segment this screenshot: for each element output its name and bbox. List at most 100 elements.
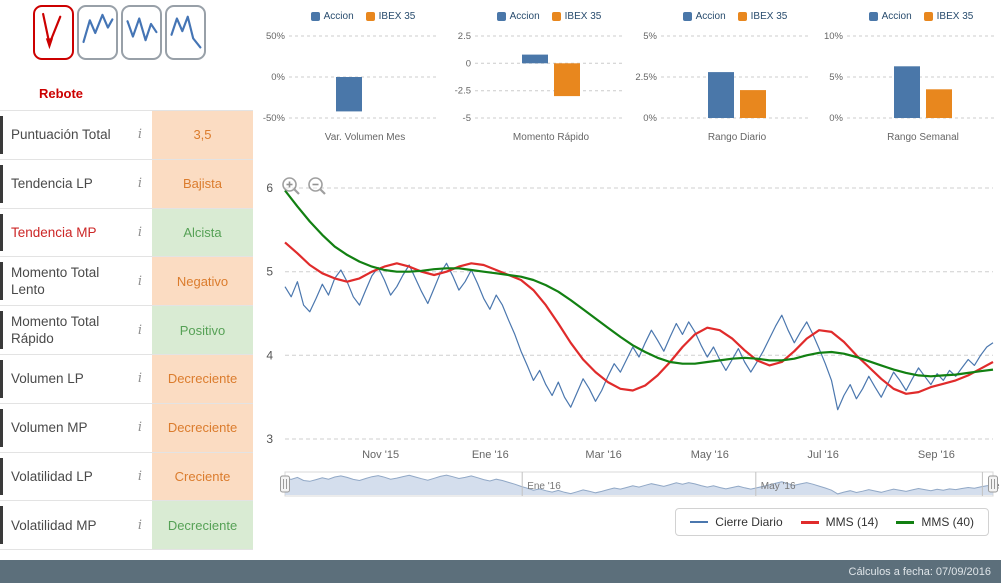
chart-legend: Cierre Diario MMS (14) MMS (40) [675,508,989,536]
svg-text:0: 0 [466,58,471,69]
indicator-value-badge: 3,5 [152,111,253,159]
legend-label: IBEX 35 [564,10,602,22]
legend-label: MMS (14) [825,515,879,529]
mini-charts-row: Accion IBEX 35 50% 0% -50% Var. Volumen Mes Ac… [255,2,1001,150]
legend-item-mms-40-[interactable]: MMS (40) [896,515,974,529]
indicator-label: Momento Total Lento [11,264,100,298]
indicator-panel: Rebote Puntuación Total i 3,5 Tendencia LP i… [0,0,253,551]
indicator-value-badge: Creciente [152,452,253,501]
indicator-label: Volatilidad MP [11,517,97,533]
info-icon[interactable]: i [137,371,143,387]
svg-text:Sep '16: Sep '16 [918,449,955,461]
indicator-row: Volatilidad LP i Creciente [0,452,253,502]
bar-chart-plot: 50% 0% -50% [263,31,437,124]
legend-item-cierre-diario[interactable]: Cierre Diario [690,515,783,529]
indicator-label: Momento Total Rápido [11,313,100,347]
info-icon[interactable]: i [137,322,143,338]
legend-item[interactable]: IBEX 35 [737,11,787,22]
zoom-in-button[interactable] [281,176,301,196]
svg-text:10%: 10% [824,31,844,42]
legend-item[interactable]: Accion [868,11,912,22]
legend-label: IBEX 35 [378,10,416,22]
legend-item[interactable]: Accion [310,10,354,22]
indicator-label: Tendencia LP [11,175,93,191]
svg-text:0%: 0% [829,113,843,124]
legend-item[interactable]: Accion [496,10,540,22]
selected-pattern-label: Rebote [38,86,84,101]
row-accent-bar [0,213,3,252]
charts-panel: Accion IBEX 35 5 0% 0% -50% Var. Volumen Mes Ac… [253,0,1001,560]
bar-chart-plot: 5% 2.5% 0% [635,31,809,124]
info-icon[interactable]: i [137,468,143,484]
svg-text:5%: 5% [643,31,657,42]
legend-swatch [868,11,878,21]
price-chart-plot: 6 5 4 3 Nov '15 Ene '16 Mar '16 May '16 Jul '16 S… [266,181,994,461]
info-icon[interactable]: i [137,224,143,240]
nav-handle-left[interactable] [280,475,290,493]
zoom-out-button[interactable] [307,176,327,196]
legend-line-sample [690,521,709,523]
svg-text:Mar '16: Mar '16 [585,449,621,461]
pattern-button-rebote[interactable] [33,5,74,60]
indicator-row: Puntuación Total i 3,5 [0,111,253,160]
svg-text:3: 3 [266,432,273,446]
svg-text:-50%: -50% [263,113,286,124]
mini-chart-rango-diario: Accion IBEX 35 5% 2.5% 0% Rango Diario [627,2,813,150]
bar-chart-plot: 10% 5% 0% [824,31,995,124]
info-icon[interactable]: i [137,176,143,192]
info-icon[interactable]: i [137,127,143,143]
svg-text:Ene '16: Ene '16 [527,481,561,492]
zoom-in-icon [282,177,300,195]
bar-accion [522,54,548,64]
pattern-button-pattern-3[interactable] [121,5,162,60]
legend-swatch [496,11,506,21]
bar-accion [336,77,362,112]
bar-accion [894,66,920,118]
indicator-value-badge: Decreciente [152,501,253,550]
bar-ibex [554,63,580,97]
info-icon[interactable]: i [137,420,143,436]
info-icon[interactable]: i [137,273,143,289]
legend-label: Accion [323,10,354,22]
legend-item[interactable]: IBEX 35 [551,10,602,22]
svg-text:-5: -5 [463,113,471,124]
indicator-row: Volumen MP i Decreciente [0,403,253,453]
mini-chart-legend: Accion IBEX 35 [471,8,627,24]
svg-text:May '16: May '16 [691,449,729,461]
legend-item[interactable]: IBEX 35 [923,11,973,22]
legend-swatch [737,11,747,21]
indicator-label: Volatilidad LP [11,468,93,484]
indicator-value-badge: Decreciente [152,403,253,452]
svg-text:May '16: May '16 [761,481,796,492]
legend-item-mms-14-[interactable]: MMS (14) [800,515,879,529]
row-accent-bar [0,164,3,203]
series-line-mms-40- [284,189,994,378]
row-accent-bar [0,506,3,545]
pattern-button-pattern-4[interactable] [165,5,206,60]
indicator-row: Tendencia MP i Alcista [0,208,253,258]
indicator-row: Momento Total Lento i Negativo [0,257,253,307]
bar-ibex [926,89,952,118]
indicator-table: Puntuación Total i 3,5 Tendencia LP i Bajista… [0,110,253,551]
indicator-row: Tendencia LP i Bajista [0,159,253,209]
indicator-row: Volatilidad MP i Decreciente [0,501,253,551]
row-accent-bar [0,116,3,154]
legend-item[interactable]: Accion [682,10,726,22]
pattern-button-pattern-2[interactable] [77,5,118,60]
bar-chart-plot: 2.5 0 -2.5 -5 [455,31,623,124]
mini-chart-title: Rango Diario [707,132,767,143]
info-icon[interactable]: i [137,517,143,533]
row-accent-bar [0,262,3,301]
svg-text:0%: 0% [271,72,285,83]
pattern-selector: Rebote [0,0,253,110]
mini-chart-title: Var. Volumen Mes [324,132,406,143]
legend-label: Accion [695,10,726,22]
legend-label: Accion [509,10,540,22]
svg-text:5: 5 [266,265,273,279]
indicator-label: Puntuación Total [11,127,111,143]
footer-date-text: Cálculos a fecha: 07/09/2016 [848,565,992,578]
nav-handle-right[interactable] [988,475,998,493]
svg-text:4: 4 [266,348,273,362]
legend-item[interactable]: IBEX 35 [365,10,416,22]
